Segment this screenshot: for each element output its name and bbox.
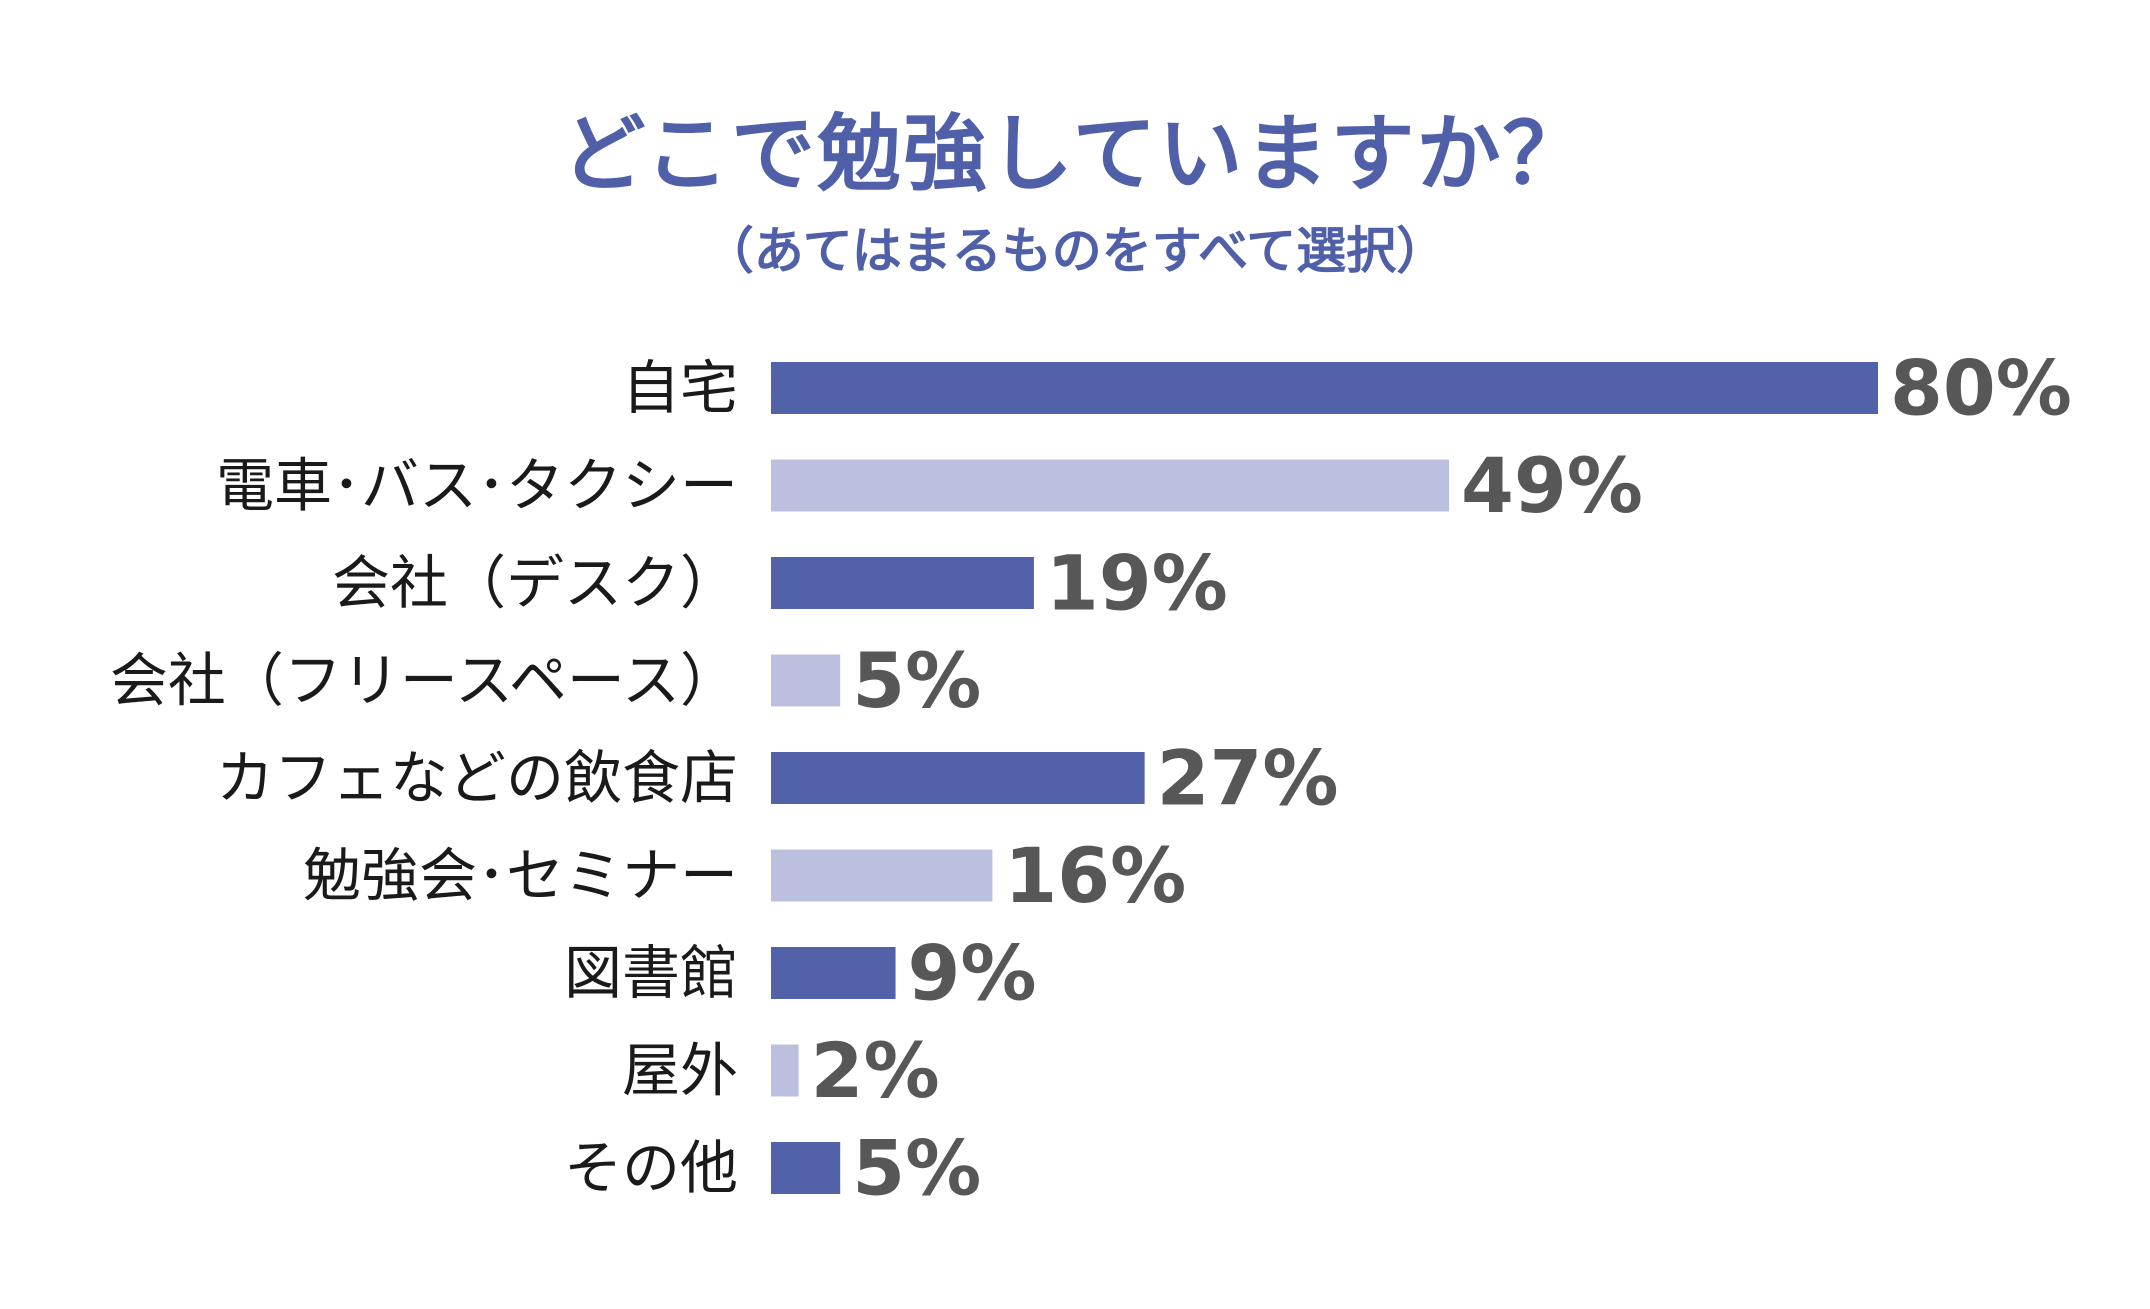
bar: [771, 947, 896, 999]
value-label: 16%: [1004, 831, 1186, 920]
bar: [771, 362, 1878, 414]
category-label: 電車･バス･タクシー: [216, 452, 738, 520]
category-label: その他: [564, 1134, 738, 1202]
bar: [771, 1142, 841, 1194]
bar: [771, 459, 1450, 512]
value-label: 80%: [1890, 344, 2072, 433]
bar: [771, 654, 841, 707]
category-label: 勉強会･セミナー: [303, 842, 738, 910]
category-label: 屋外: [622, 1037, 738, 1105]
category-label: 会社（デスク）: [332, 549, 738, 617]
value-label: 27%: [1157, 734, 1339, 823]
category-label: カフェなどの飲食店: [216, 744, 738, 812]
category-label: 自宅: [622, 354, 738, 422]
value-label: 2%: [811, 1026, 940, 1115]
category-label: 図書館: [564, 939, 738, 1007]
value-label: 19%: [1046, 539, 1228, 628]
value-label: 9%: [908, 929, 1037, 1018]
bar: [771, 557, 1034, 609]
bar: [771, 1044, 799, 1097]
chart-subtitle: （あてはまるものをすべて選択）: [703, 222, 1447, 280]
value-label: 5%: [852, 636, 981, 725]
chart-title: どこで勉強していますか？: [561, 105, 1589, 203]
value-label: 49%: [1461, 441, 1643, 530]
bar: [771, 752, 1145, 804]
value-label: 5%: [852, 1124, 981, 1213]
category-label: 会社（フリースペース）: [110, 647, 738, 715]
bar: [771, 849, 993, 902]
